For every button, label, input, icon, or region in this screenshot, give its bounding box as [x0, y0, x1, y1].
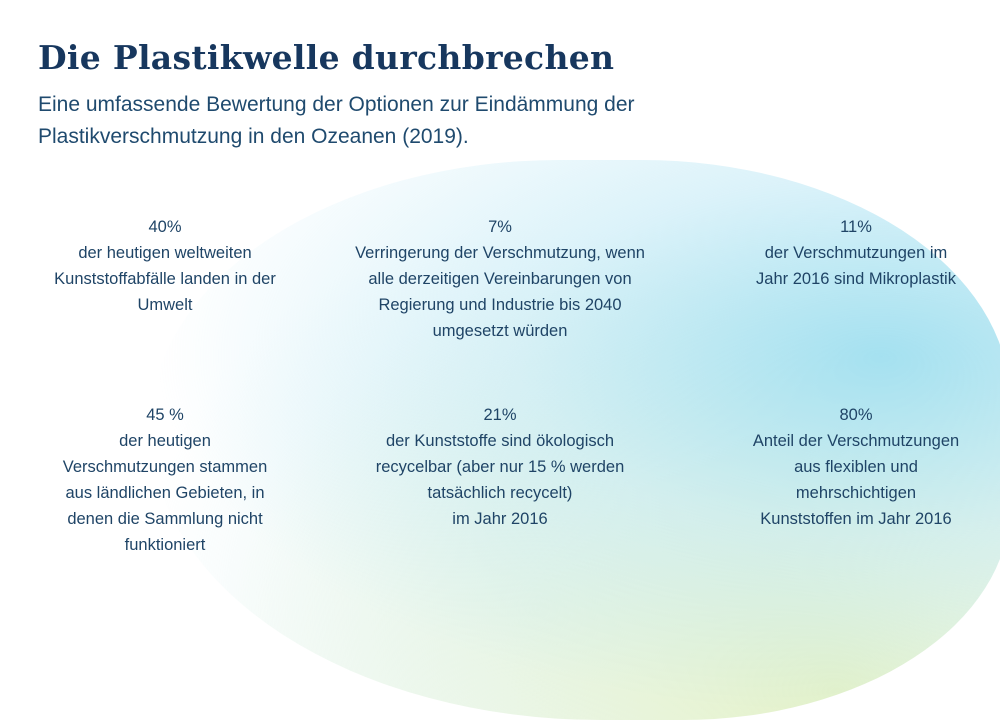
stat-description: Verringerung der Verschmutzung, wenn all…: [355, 244, 645, 340]
stat-microplastics: 11% der Verschmutzungen im Jahr 2016 sin…: [720, 214, 992, 292]
stat-value: 40%: [148, 218, 182, 236]
stat-waste-in-environment: 40% der heutigen weltweiten Kunststoffab…: [25, 214, 305, 318]
stat-value: 45 %: [146, 406, 184, 424]
stat-description: der Verschmutzungen im Jahr 2016 sind Mi…: [756, 244, 956, 288]
stat-value: 11%: [840, 218, 872, 236]
stat-description: Anteil der Verschmutzungen aus flexiblen…: [752, 432, 960, 528]
stat-pollution-reduction: 7% Verringerung der Verschmutzung, wenn …: [320, 214, 680, 344]
stat-value: 80%: [839, 406, 873, 424]
stat-rural-pollution: 45 % der heutigen Verschmutzungen stamme…: [25, 402, 305, 558]
stat-value: 7%: [488, 218, 512, 236]
stat-flexible-plastics: 80% Anteil der Verschmutzungen aus flexi…: [720, 402, 992, 532]
stat-description: der Kunststoffe sind ökologisch recycelb…: [375, 432, 625, 528]
stat-description: der heutigen weltweiten Kunststoffabfäll…: [54, 244, 276, 314]
stat-value: 21%: [483, 406, 517, 424]
stat-description: der heutigen Verschmutzungen stammen aus…: [62, 432, 268, 554]
stat-recyclable-plastics: 21% der Kunststoffe sind ökologisch recy…: [320, 402, 680, 532]
page-subtitle: Eine umfassende Bewertung der Optionen z…: [38, 93, 635, 148]
page-title: Die Plastikwelle durchbrechen: [38, 38, 615, 77]
